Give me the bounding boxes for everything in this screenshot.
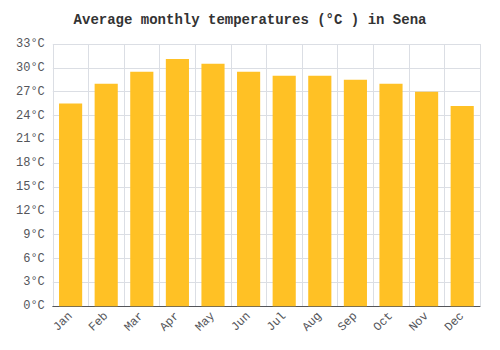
svg-text:Oct: Oct [371,309,396,334]
svg-text:Jan: Jan [50,309,75,334]
svg-text:May: May [193,309,218,334]
svg-text:Average monthly temperatures (: Average monthly temperatures (°C ) in Se… [74,12,427,28]
svg-text:0°C: 0°C [23,299,45,313]
svg-text:30°C: 30°C [16,61,45,75]
svg-text:Dec: Dec [442,309,467,334]
svg-text:24°C: 24°C [16,109,45,123]
svg-text:21°C: 21°C [16,132,45,146]
svg-text:15°C: 15°C [16,180,45,194]
svg-text:9°C: 9°C [23,228,45,242]
svg-text:Aug: Aug [300,309,325,334]
svg-text:33°C: 33°C [16,37,45,51]
svg-text:Mar: Mar [122,309,147,334]
svg-text:Jun: Jun [228,309,253,334]
svg-text:Feb: Feb [86,309,111,334]
svg-text:Apr: Apr [157,309,182,334]
svg-text:12°C: 12°C [16,204,45,218]
svg-text:Sep: Sep [335,309,360,334]
svg-text:Nov: Nov [406,309,431,334]
svg-text:6°C: 6°C [23,252,45,266]
svg-text:Jul: Jul [264,309,289,334]
svg-text:27°C: 27°C [16,85,45,99]
svg-text:18°C: 18°C [16,156,45,170]
svg-text:3°C: 3°C [23,275,45,289]
